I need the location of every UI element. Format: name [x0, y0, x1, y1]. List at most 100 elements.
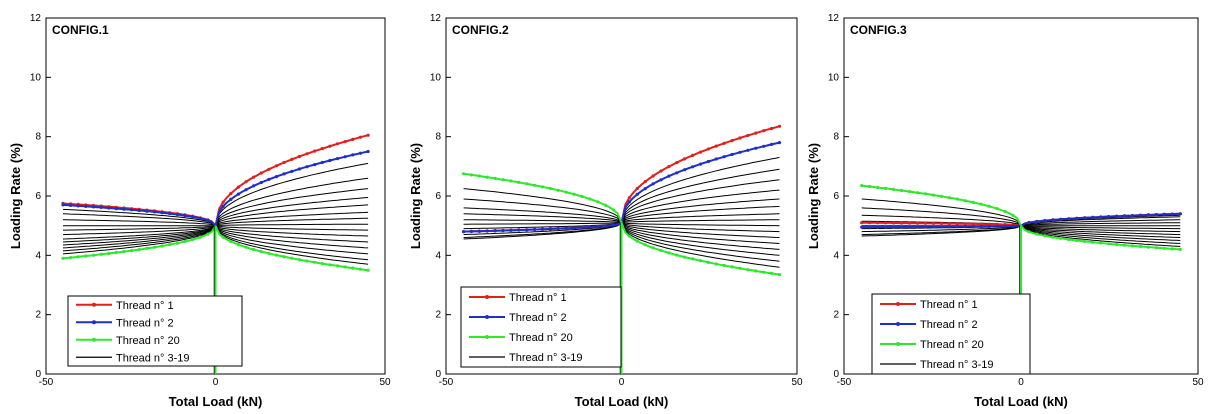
series-thread-3-19-line	[621, 156, 780, 223]
series-thread-3-19-line	[215, 225, 369, 265]
series-thread-20-marker	[1043, 234, 1047, 238]
series-thread-2-marker	[1035, 219, 1039, 224]
panel-title: CONFIG.2	[452, 23, 509, 37]
series-thread-1-marker	[635, 186, 639, 191]
series-thread-2-marker	[868, 225, 872, 229]
y-axis-label: Loading Rate (%)	[8, 143, 23, 249]
series-thread-3-19-line	[215, 197, 369, 226]
series-thread-2-marker	[730, 152, 734, 157]
series-thread-3-19-line	[215, 162, 369, 226]
series-thread-2-marker	[1059, 217, 1063, 221]
series-thread-2-marker	[358, 151, 362, 155]
series-thread-2-marker	[335, 157, 340, 161]
series-thread-1-marker	[252, 175, 256, 179]
series-thread-2-marker	[221, 204, 225, 208]
series-thread-1-marker	[274, 164, 279, 168]
series-thread-2-marker	[643, 187, 647, 191]
series-thread-20-marker	[1170, 247, 1174, 251]
series-thread-2-marker	[635, 192, 639, 196]
series-thread-3-19-line	[1020, 216, 1181, 227]
series-thread-3-19-line	[215, 211, 369, 227]
series-thread-3-19-line	[621, 222, 780, 268]
series-thread-20-marker	[714, 262, 718, 266]
series-thread-20-marker	[540, 185, 545, 189]
series-thread-20-marker	[627, 234, 632, 238]
series-thread-2-marker	[955, 225, 959, 229]
series-thread-1-marker	[659, 169, 663, 173]
series-thread-1-marker	[328, 144, 332, 148]
series-thread-2-marker	[651, 182, 655, 186]
x-tick-label: -50	[39, 377, 54, 388]
series-thread-20-marker	[236, 243, 240, 247]
series-thread-20-marker	[1178, 247, 1182, 251]
series-thread-2-marker	[1122, 214, 1127, 218]
series-thread-3-19-line	[463, 222, 622, 230]
series-thread-3-19-line	[1020, 225, 1181, 238]
legend-label: Thread n° 3-19	[920, 359, 994, 371]
series-thread-2-marker	[777, 141, 782, 145]
legend-label: Thread n° 20	[920, 339, 984, 351]
series-thread-20-marker	[762, 270, 766, 274]
y-tick-label: 0	[435, 369, 441, 380]
series-thread-20-marker	[145, 246, 149, 250]
series-thread-20-marker	[899, 188, 904, 193]
series-thread-2-marker	[462, 230, 466, 234]
series-thread-2-marker	[947, 225, 951, 229]
series-thread-3-19-line	[621, 222, 780, 244]
series-thread-2-marker	[175, 212, 179, 217]
series-thread-3-19-line	[463, 213, 622, 224]
series-thread-1-marker	[297, 154, 301, 159]
series-thread-1-marker	[675, 161, 679, 165]
series-thread-1-marker	[706, 147, 711, 151]
series-thread-3-19-line	[463, 222, 622, 225]
series-thread-1-marker	[358, 135, 362, 139]
series-thread-2-marker	[588, 225, 592, 229]
y-tick-label: 4	[35, 250, 41, 261]
series-thread-2-marker	[572, 226, 576, 230]
series-thread-2-marker	[564, 226, 568, 230]
series-thread-3-19-line	[62, 225, 216, 240]
series-thread-1-marker	[892, 221, 896, 225]
series-thread-1-marker	[221, 200, 225, 204]
series-thread-20-marker	[691, 257, 695, 261]
series-thread-20-marker	[313, 260, 317, 264]
series-thread-1-marker	[971, 222, 975, 226]
x-tick-label: 0	[1018, 377, 1024, 388]
series-thread-20-marker	[556, 188, 560, 192]
legend-box	[67, 295, 243, 367]
series-thread-20-marker	[580, 194, 584, 199]
series-thread-2-marker	[667, 174, 671, 178]
series-thread-20-marker	[770, 271, 774, 275]
series-thread-2-marker	[183, 214, 187, 218]
series-thread-2-marker	[1170, 212, 1174, 216]
series-thread-3-19-line	[62, 219, 216, 227]
series-thread-3-19-line	[1020, 222, 1181, 227]
series-thread-1-marker	[313, 149, 317, 153]
series-thread-1-marker	[267, 167, 271, 171]
legend: Thread n° 1 Thread n° 2 Thread n° 20 Thread…	[871, 293, 1031, 375]
series-thread-2-marker	[69, 203, 73, 207]
series-thread-2-marker	[1162, 212, 1166, 216]
series-thread-2-marker	[1083, 216, 1087, 220]
series-thread-1-marker	[643, 180, 647, 184]
series-thread-20-marker	[884, 186, 888, 190]
series-thread-2-marker	[1130, 214, 1135, 218]
legend-label: Thread n° 1	[116, 300, 174, 312]
series-thread-1-marker	[236, 185, 240, 189]
series-thread-1-marker	[979, 222, 983, 226]
series-thread-20-marker	[572, 192, 576, 196]
series-thread-20-marker	[659, 248, 663, 253]
series-thread-3-19-line	[62, 225, 216, 243]
legend-label: Thread n° 3-19	[116, 352, 190, 364]
y-tick-label: 4	[833, 250, 839, 261]
series-thread-2-marker	[493, 229, 497, 233]
series-thread-20-marker	[366, 268, 370, 272]
legend-marker	[485, 295, 489, 299]
series-thread-20-marker	[698, 259, 703, 263]
series-thread-2-marker	[297, 167, 301, 171]
series-thread-3-19-line	[621, 168, 780, 223]
series-thread-3-19-line	[62, 225, 216, 236]
series-thread-3-19-line	[215, 188, 369, 226]
series-thread-20-marker	[297, 258, 301, 262]
series-thread-2-marker	[76, 204, 80, 208]
